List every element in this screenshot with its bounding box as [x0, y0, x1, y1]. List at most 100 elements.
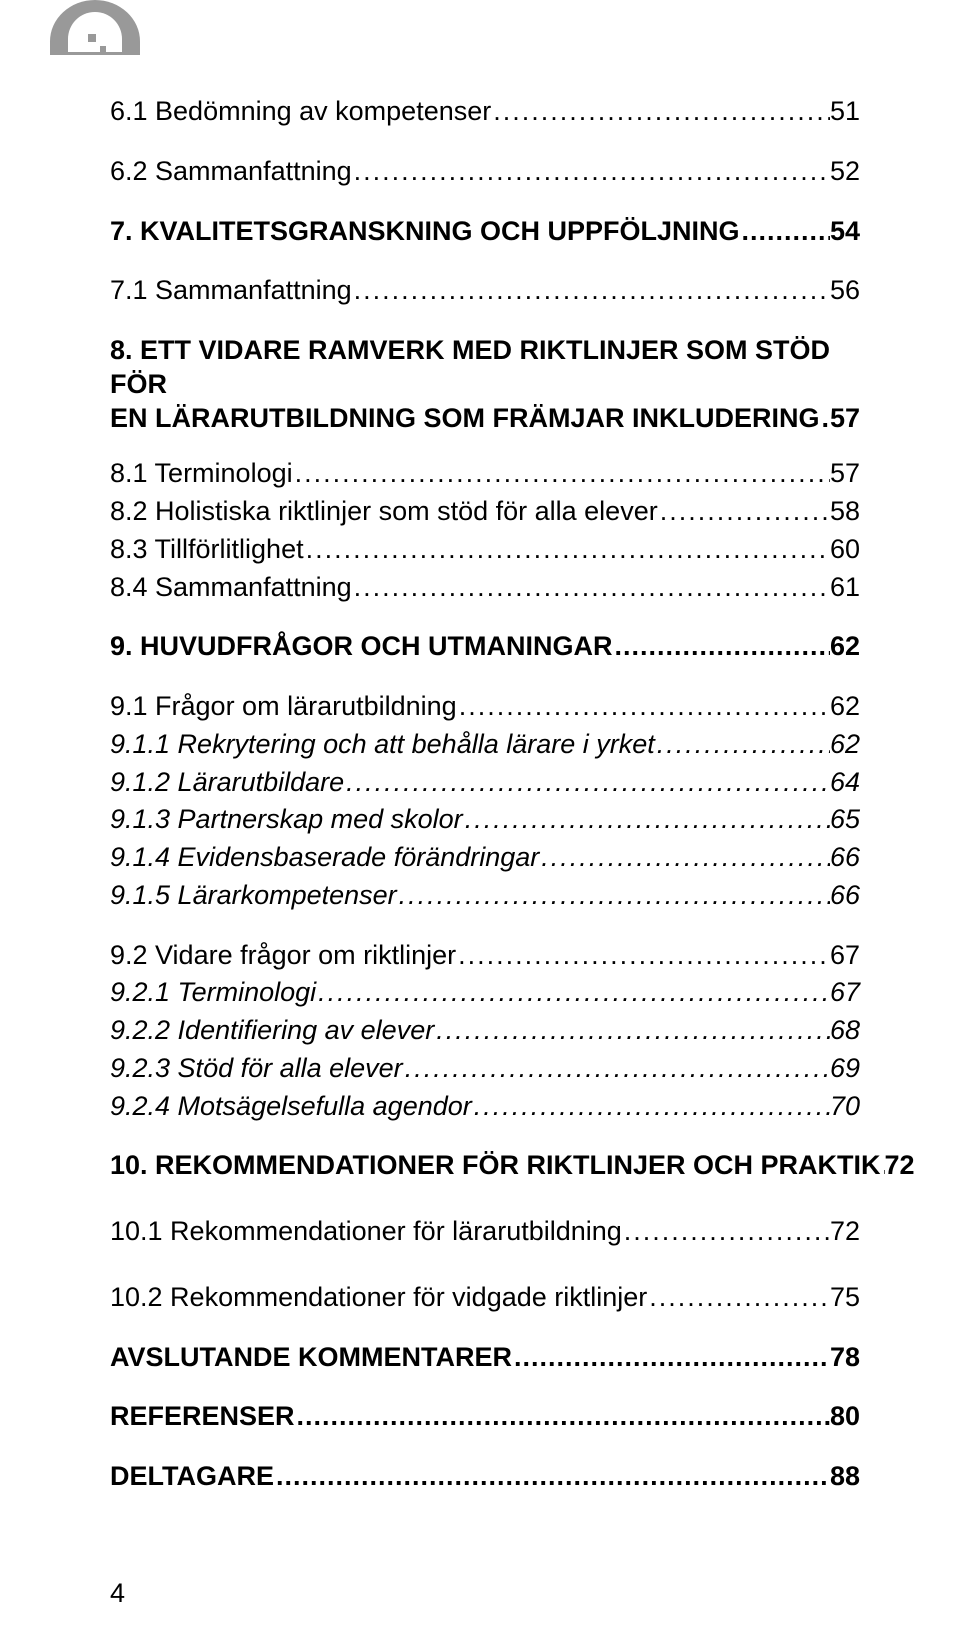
toc-label: 9.1 Frågor om lärarutbildning [110, 690, 457, 724]
toc-label: 6.2 Sammanfattning [110, 155, 352, 189]
toc-leader: ........................................… [463, 803, 830, 837]
toc-leader: ........................................… [512, 1341, 830, 1375]
toc-leader: ........................................… [613, 630, 830, 664]
toc-leader: ........................................… [352, 571, 830, 605]
toc-entry-8-2: 8.2 Holistiska riktlinjer som stöd för a… [110, 495, 860, 529]
toc-page: 66 [830, 841, 860, 875]
toc-entry-9-1-1: 9.1.1 Rekrytering och att behålla lärare… [110, 728, 860, 762]
toc-label: 9.1.5 Lärarkompetenser [110, 879, 397, 913]
toc-entry-10-2: 10.2 Rekommendationer för vidgade riktli… [110, 1281, 860, 1315]
toc-label: 9.1.3 Partnerskap med skolor [110, 803, 463, 837]
toc-leader: ........................................… [658, 495, 830, 529]
toc-leader: ........................................… [491, 95, 830, 129]
toc-label: 7. KVALITETSGRANSKNING OCH UPPFÖLJNING [110, 215, 740, 249]
toc-page: 78 [830, 1341, 860, 1375]
toc-label: 8.4 Sammanfattning [110, 571, 352, 605]
toc-entry-7-1: 7.1 Sammanfattning .....................… [110, 274, 860, 308]
toc-leader: ........................................… [352, 274, 830, 308]
toc-label: REFERENSER [110, 1400, 295, 1434]
toc-leader: ........................................… [740, 215, 830, 249]
toc-leader: ........................................… [655, 728, 830, 762]
toc-page: 70 [830, 1090, 860, 1124]
toc-label: DELTAGARE [110, 1460, 274, 1494]
toc-page: 62 [830, 690, 860, 724]
toc-entry-9: 9. HUVUDFRÅGOR OCH UTMANINGAR ..........… [110, 630, 860, 664]
toc-label: 9. HUVUDFRÅGOR OCH UTMANINGAR [110, 630, 613, 664]
toc-label: 8.1 Terminologi [110, 457, 293, 491]
toc-page: 65 [830, 803, 860, 837]
toc-label: 9.2 Vidare frågor om riktlinjer [110, 939, 456, 973]
toc-page: 64 [830, 766, 860, 800]
toc-leader: ........................................… [434, 1014, 830, 1048]
toc-page: 60 [830, 533, 860, 567]
toc-entry-participants: DELTAGARE ..............................… [110, 1460, 860, 1494]
table-of-contents: 6.1 Bedömning av kompetenser ...........… [0, 0, 960, 1518]
toc-page: 62 [830, 630, 860, 664]
toc-entry-9-1-3: 9.1.3 Partnerskap med skolor ...........… [110, 803, 860, 837]
toc-page: 67 [830, 939, 860, 973]
toc-entry-9-2-1: 9.2.1 Terminologi ......................… [110, 976, 860, 1010]
toc-page: 68 [830, 1014, 860, 1048]
toc-label: 10.2 Rekommendationer för vidgade riktli… [110, 1281, 647, 1315]
toc-leader: ........................................… [472, 1090, 830, 1124]
toc-leader: ........................................… [622, 1215, 830, 1249]
toc-page: 75 [830, 1281, 860, 1315]
toc-page: 88 [830, 1460, 860, 1494]
toc-leader: ........................................… [304, 533, 830, 567]
toc-entry-6-2: 6.2 Sammanfattning .....................… [110, 155, 860, 189]
toc-leader: ........................................… [352, 155, 830, 189]
toc-label-line2: EN LÄRARUTBILDNING SOM FRÄMJAR INKLUDERI… [110, 402, 819, 436]
toc-page: 57 [830, 457, 860, 491]
toc-page: 54 [830, 215, 860, 249]
toc-label: 10. REKOMMENDATIONER FÖR RIKTLINJER OCH … [110, 1149, 881, 1183]
toc-entry-8-3: 8.3 Tillförlitlighet ...................… [110, 533, 860, 567]
toc-entry-9-2-3: 9.2.3 Stöd för alla elever .............… [110, 1052, 860, 1086]
toc-label: 9.1.1 Rekrytering och att behålla lärare… [110, 728, 655, 762]
toc-label: 9.2.2 Identifiering av elever [110, 1014, 434, 1048]
toc-page: 51 [830, 95, 860, 129]
toc-entry-references: REFERENSER .............................… [110, 1400, 860, 1434]
toc-page: 69 [830, 1052, 860, 1086]
toc-page: 57 [830, 402, 860, 436]
toc-entry-9-1-4: 9.1.4 Evidensbaserade förändringar .....… [110, 841, 860, 875]
toc-leader: ........................................… [293, 457, 830, 491]
toc-label: 9.2.1 Terminologi [110, 976, 316, 1010]
toc-label: 9.1.4 Evidensbaserade förändringar [110, 841, 539, 875]
toc-label: AVSLUTANDE KOMMENTARER [110, 1341, 512, 1375]
toc-label-line1: 8. ETT VIDARE RAMVERK MED RIKTLINJER SOM… [110, 334, 860, 402]
toc-entry-9-2-2: 9.2.2 Identifiering av elever ..........… [110, 1014, 860, 1048]
toc-page: 58 [830, 495, 860, 529]
toc-leader: ........................................… [647, 1281, 830, 1315]
page-number: 4 [0, 1518, 960, 1639]
header-logo-graphic [30, 0, 150, 60]
toc-label: 8.3 Tillförlitlighet [110, 533, 304, 567]
toc-entry-9-1-2: 9.1.2 Lärarutbildare ...................… [110, 766, 860, 800]
toc-label: 10.1 Rekommendationer för lärarutbildnin… [110, 1215, 622, 1249]
toc-leader: ........................................… [819, 402, 829, 436]
toc-label: 9.1.2 Lärarutbildare [110, 766, 344, 800]
toc-label: 9.2.4 Motsägelsefulla agendor [110, 1090, 472, 1124]
toc-entry-8-1: 8.1 Terminologi ........................… [110, 457, 860, 491]
toc-entry-10-1: 10.1 Rekommendationer för lärarutbildnin… [110, 1215, 860, 1249]
toc-page: 61 [830, 571, 860, 605]
toc-leader: ........................................… [274, 1460, 830, 1494]
toc-page: 66 [830, 879, 860, 913]
toc-leader: ........................................… [316, 976, 830, 1010]
toc-label: 8.2 Holistiska riktlinjer som stöd för a… [110, 495, 658, 529]
toc-label: 7.1 Sammanfattning [110, 274, 352, 308]
toc-entry-9-2: 9.2 Vidare frågor om riktlinjer ........… [110, 939, 860, 973]
toc-leader: ........................................… [403, 1052, 830, 1086]
toc-entry-closing: AVSLUTANDE KOMMENTARER .................… [110, 1341, 860, 1375]
toc-label: 9.2.3 Stöd för alla elever [110, 1052, 403, 1086]
toc-page: 72 [830, 1215, 860, 1249]
toc-leader: ........................................… [456, 939, 830, 973]
toc-page: 52 [830, 155, 860, 189]
toc-leader: ........................................… [539, 841, 830, 875]
toc-entry-9-2-4: 9.2.4 Motsägelsefulla agendor ..........… [110, 1090, 860, 1124]
toc-leader: ........................................… [344, 766, 830, 800]
toc-leader: ........................................… [457, 690, 830, 724]
toc-page: 80 [830, 1400, 860, 1434]
toc-leader: ........................................… [397, 879, 830, 913]
toc-entry-9-1: 9.1 Frågor om lärarutbildning ..........… [110, 690, 860, 724]
toc-entry-6-1: 6.1 Bedömning av kompetenser ...........… [110, 95, 860, 129]
